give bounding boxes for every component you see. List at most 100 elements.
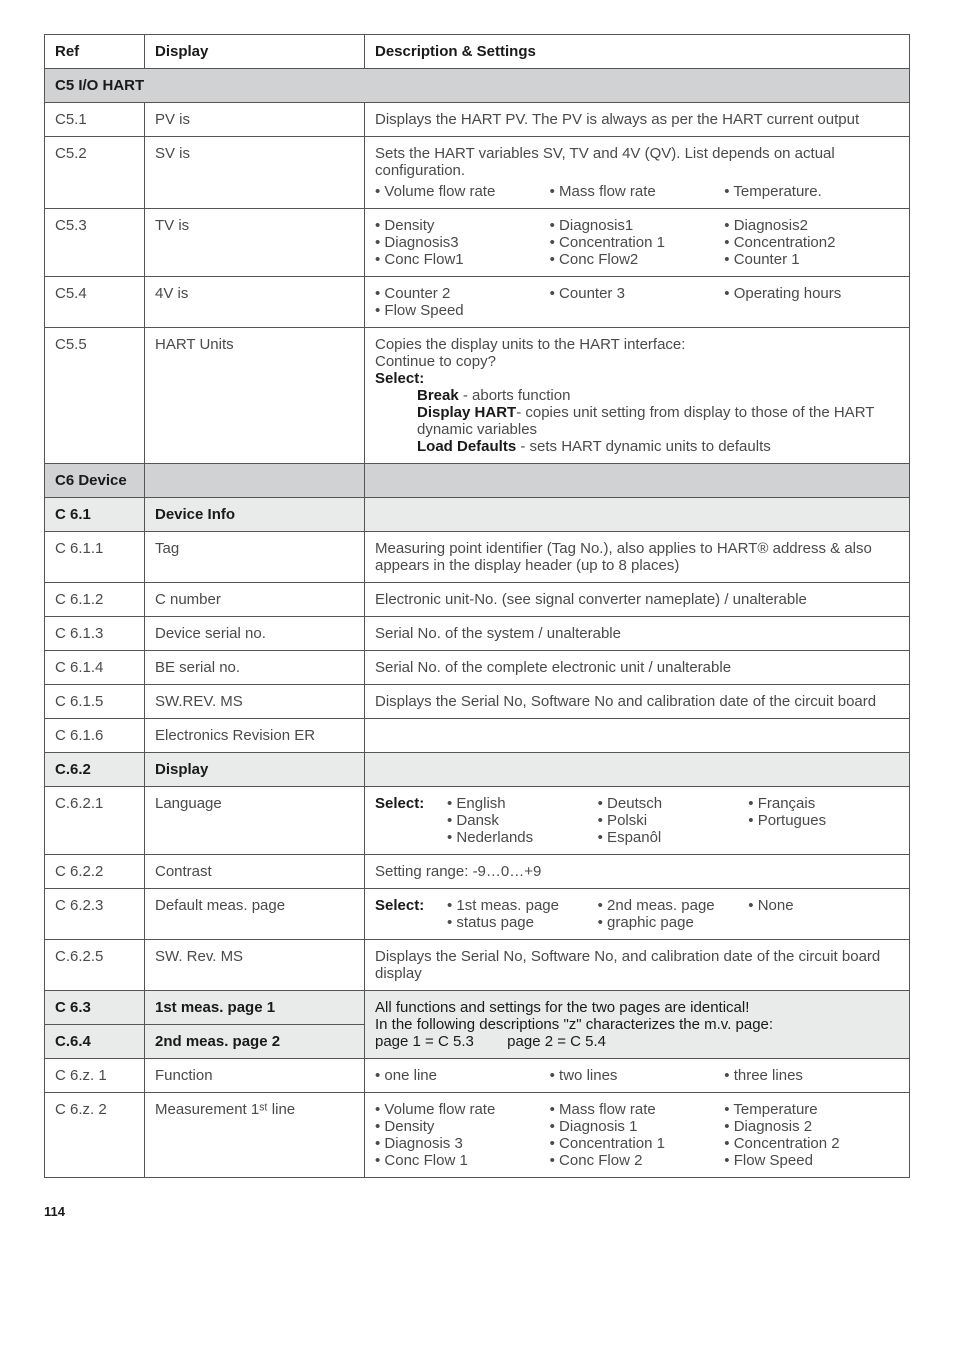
display: Display xyxy=(145,753,365,787)
opt: • Conc Flow 1 xyxy=(375,1152,550,1169)
display: SW.REV. MS xyxy=(145,685,365,719)
option-grid: • one line • two lines • three lines xyxy=(375,1067,899,1084)
ref: C.6.2 xyxy=(45,753,145,787)
row-c6-2-3: C 6.2.3 Default meas. page Select: • 1st… xyxy=(45,889,910,940)
desc: • Counter 2 • Counter 3 • Operating hour… xyxy=(365,277,910,328)
row-c6-2-1: C.6.2.1 Language Select: • English • Deu… xyxy=(45,787,910,855)
desc: Serial No. of the complete electronic un… xyxy=(365,651,910,685)
display: 1st meas. page 1 xyxy=(145,991,365,1025)
select-label: Select: xyxy=(375,795,447,846)
row-c6-z-2: C 6.z. 2 Measurement 1ˢᵗ line • Volume f… xyxy=(45,1093,910,1178)
ref: C.6.2.1 xyxy=(45,787,145,855)
desc: • Density • Diagnosis1 • Diagnosis2 • Di… xyxy=(365,209,910,277)
row-c5-1: C5.1 PV is Displays the HART PV. The PV … xyxy=(45,103,910,137)
row-c6-1: C 6.1 Device Info xyxy=(45,498,910,532)
display: 4V is xyxy=(145,277,365,328)
opt: • Espanôl xyxy=(598,829,749,846)
ref: C5.1 xyxy=(45,103,145,137)
opt: • Counter 2 xyxy=(375,285,550,302)
opt xyxy=(748,914,899,931)
desc: Setting range: -9…0…+9 xyxy=(365,855,910,889)
ref: C 6.1.5 xyxy=(45,685,145,719)
opt: • Volume flow rate xyxy=(375,1101,550,1118)
row-c5-4: C5.4 4V is • Counter 2 • Counter 3 • Ope… xyxy=(45,277,910,328)
option-grid: • 1st meas. page • 2nd meas. page • None… xyxy=(447,897,899,931)
empty xyxy=(145,464,365,498)
opt xyxy=(748,829,899,846)
settings-table: Ref Display Description & Settings C5 I/… xyxy=(44,34,910,1178)
opt: • graphic page xyxy=(598,914,749,931)
desc: Measuring point identifier (Tag No.), al… xyxy=(365,532,910,583)
row-c6-1-5: C 6.1.5 SW.REV. MS Displays the Serial N… xyxy=(45,685,910,719)
display: BE serial no. xyxy=(145,651,365,685)
opt-text: - aborts function xyxy=(459,387,571,404)
display: Contrast xyxy=(145,855,365,889)
opt: • status page xyxy=(447,914,598,931)
desc: Displays the Serial No, Software No and … xyxy=(365,685,910,719)
opt: • Conc Flow 2 xyxy=(550,1152,725,1169)
row-c5-2: C5.2 SV is Sets the HART variables SV, T… xyxy=(45,137,910,209)
desc: Electronic unit-No. (see signal converte… xyxy=(365,583,910,617)
ref: C 6.2.3 xyxy=(45,889,145,940)
opt-break: Break - aborts function xyxy=(417,387,899,404)
option-grid: • Density • Diagnosis1 • Diagnosis2 • Di… xyxy=(375,217,899,268)
desc: Serial No. of the system / unalterable xyxy=(365,617,910,651)
desc: Select: • English • Deutsch • Français •… xyxy=(365,787,910,855)
opt-text: - sets HART dynamic units to defaults xyxy=(516,438,771,455)
section-title: C5 I/O HART xyxy=(45,69,910,103)
opt: • Diagnosis 1 xyxy=(550,1118,725,1135)
opt-label: Display HART xyxy=(417,404,516,421)
ref: C 6.1.2 xyxy=(45,583,145,617)
opt: • Flow Speed xyxy=(724,1152,899,1169)
row-c6-2-5: C.6.2.5 SW. Rev. MS Displays the Serial … xyxy=(45,940,910,991)
ref: C 6.2.2 xyxy=(45,855,145,889)
opt: • Concentration2 xyxy=(724,234,899,251)
ref: C 6.1 xyxy=(45,498,145,532)
row-c6-z-1: C 6.z. 1 Function • one line • two lines… xyxy=(45,1059,910,1093)
opt: • Nederlands xyxy=(447,829,598,846)
opt: • Concentration 1 xyxy=(550,1135,725,1152)
opt: • three lines xyxy=(724,1067,899,1084)
opt: • Mass flow rate xyxy=(550,183,725,200)
display: C number xyxy=(145,583,365,617)
opt: • Deutsch xyxy=(598,795,749,812)
desc: Displays the Serial No, Software No, and… xyxy=(365,940,910,991)
opt: • Portugues xyxy=(748,812,899,829)
opt: • Density xyxy=(375,1118,550,1135)
opt-display-hart: Display HART- copies unit setting from d… xyxy=(417,404,899,438)
opt-label: Break xyxy=(417,387,459,404)
opt: • Counter 1 xyxy=(724,251,899,268)
opt: • Temperature. xyxy=(724,183,899,200)
opt: • Conc Flow2 xyxy=(550,251,725,268)
line: All functions and settings for the two p… xyxy=(375,999,773,1033)
opt-label: Load Defaults xyxy=(417,438,516,455)
opt: • English xyxy=(447,795,598,812)
opt xyxy=(724,302,899,319)
col-desc: Description & Settings xyxy=(365,35,910,69)
display: Tag xyxy=(145,532,365,583)
opt: • 1st meas. page xyxy=(447,897,598,914)
row-c6-3: C 6.3 1st meas. page 1 All functions and… xyxy=(45,991,910,1025)
ref: C 6.1.6 xyxy=(45,719,145,753)
display: 2nd meas. page 2 xyxy=(145,1025,365,1059)
page: Ref Display Description & Settings C5 I/… xyxy=(0,0,954,1239)
col-display: Display xyxy=(145,35,365,69)
desc xyxy=(365,498,910,532)
line: Continue to copy? xyxy=(375,353,899,370)
opt: • Concentration 1 xyxy=(550,234,725,251)
row-c5-5: C5.5 HART Units Copies the display units… xyxy=(45,328,910,464)
ref: C 6.1.4 xyxy=(45,651,145,685)
section-c5: C5 I/O HART xyxy=(45,69,910,103)
opt: • Polski xyxy=(598,812,749,829)
empty xyxy=(365,464,910,498)
row-c6-1-3: C 6.1.3 Device serial no. Serial No. of … xyxy=(45,617,910,651)
opt: • Diagnosis 3 xyxy=(375,1135,550,1152)
opt xyxy=(550,302,725,319)
line: Select: xyxy=(375,370,899,387)
ref: C 6.z. 1 xyxy=(45,1059,145,1093)
desc: Select: • 1st meas. page • 2nd meas. pag… xyxy=(365,889,910,940)
option-grid: • Counter 2 • Counter 3 • Operating hour… xyxy=(375,285,899,319)
ref: C 6.1.3 xyxy=(45,617,145,651)
section-c6-device: C6 Device xyxy=(45,464,910,498)
ref: C.6.4 xyxy=(45,1025,145,1059)
